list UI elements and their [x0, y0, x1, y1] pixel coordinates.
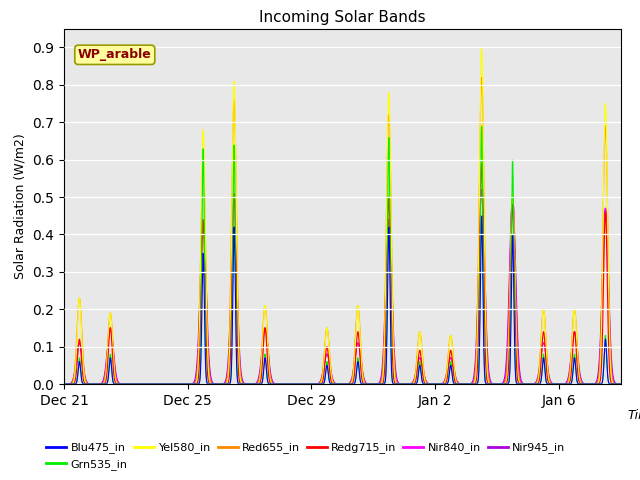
- Legend: Blu475_in, Grn535_in, Yel580_in, Red655_in, Redg715_in, Nir840_in, Nir945_in: Blu475_in, Grn535_in, Yel580_in, Red655_…: [42, 438, 570, 474]
- Y-axis label: Solar Radiation (W/m2): Solar Radiation (W/m2): [13, 133, 27, 279]
- Title: Incoming Solar Bands: Incoming Solar Bands: [259, 10, 426, 25]
- Text: WP_arable: WP_arable: [78, 48, 152, 61]
- Text: Time: Time: [628, 409, 640, 422]
